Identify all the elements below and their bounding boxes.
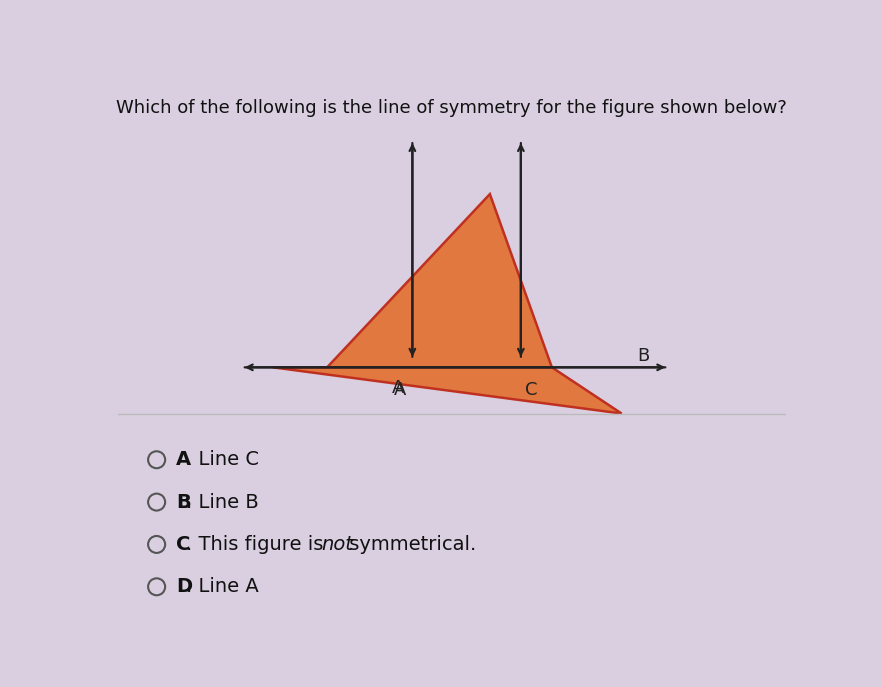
Text: not: not bbox=[322, 535, 353, 554]
Polygon shape bbox=[327, 194, 552, 368]
Text: . Line A: . Line A bbox=[186, 577, 259, 596]
Text: B: B bbox=[637, 347, 649, 365]
Text: symmetrical.: symmetrical. bbox=[343, 535, 476, 554]
Text: Which of the following is the line of symmetry for the figure shown below?: Which of the following is the line of sy… bbox=[115, 100, 787, 117]
Text: . Line C: . Line C bbox=[186, 450, 259, 469]
Text: . Line B: . Line B bbox=[186, 493, 259, 512]
Text: A: A bbox=[392, 379, 404, 397]
Text: C: C bbox=[176, 535, 190, 554]
Text: A: A bbox=[176, 450, 191, 469]
Text: A: A bbox=[394, 381, 406, 399]
Text: C: C bbox=[525, 381, 537, 399]
Text: D: D bbox=[176, 577, 192, 596]
Text: B: B bbox=[176, 493, 191, 512]
Text: . This figure is: . This figure is bbox=[186, 535, 329, 554]
Polygon shape bbox=[273, 368, 622, 414]
